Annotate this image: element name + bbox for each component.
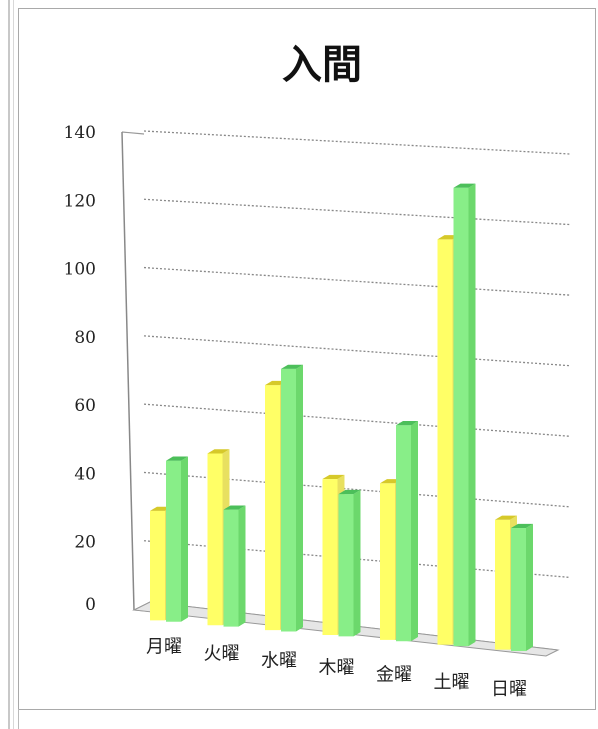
bar bbox=[207, 453, 223, 626]
bar bbox=[396, 425, 411, 642]
bar-side bbox=[238, 505, 246, 627]
y-tick-labels: 0 20 40 60 80 100 120 140 bbox=[64, 123, 96, 615]
bar-top bbox=[453, 183, 476, 188]
bar bbox=[150, 510, 165, 621]
y-tick-label: 100 bbox=[64, 260, 96, 280]
pane-border-inner bbox=[13, 0, 14, 729]
category-label: 木曜 bbox=[319, 658, 355, 679]
bar-side bbox=[181, 456, 188, 622]
axis-top-edge bbox=[121, 131, 145, 135]
category-label: 日曜 bbox=[491, 679, 527, 700]
y-tick-label: 20 bbox=[74, 533, 96, 553]
bar bbox=[453, 187, 469, 647]
bar-top bbox=[511, 523, 533, 529]
gridline bbox=[143, 266, 571, 296]
gridline bbox=[143, 471, 571, 508]
gridline bbox=[143, 335, 571, 367]
category-labels: 月曜 火曜 水曜 木曜 金曜 土曜 日曜 bbox=[146, 636, 527, 699]
y-tick-label: 80 bbox=[74, 328, 96, 348]
gridline bbox=[143, 198, 571, 226]
bar-top bbox=[322, 474, 345, 480]
chart-title: 入間 bbox=[282, 42, 362, 88]
y-tick-label: 40 bbox=[74, 464, 96, 484]
y-tick-label: 0 bbox=[85, 595, 96, 615]
bar-side bbox=[296, 364, 303, 632]
bar-top bbox=[207, 449, 230, 454]
pane-border-left bbox=[8, 0, 10, 729]
bars bbox=[150, 183, 533, 651]
bar-top bbox=[495, 515, 517, 520]
category-label: 火曜 bbox=[204, 643, 240, 664]
category-label: 金曜 bbox=[376, 665, 412, 686]
y-tick-label: 140 bbox=[64, 123, 96, 143]
category-label: 土曜 bbox=[434, 672, 470, 693]
bar bbox=[265, 385, 280, 631]
bar bbox=[338, 494, 354, 637]
pane-border-bottom bbox=[18, 709, 19, 729]
bar-top bbox=[166, 456, 188, 461]
y-tick-label: 120 bbox=[64, 191, 96, 211]
bar bbox=[495, 519, 510, 650]
gridline bbox=[143, 130, 571, 155]
bar-side bbox=[411, 421, 418, 642]
bar-side bbox=[353, 489, 361, 637]
bar-top bbox=[281, 364, 303, 369]
bar bbox=[223, 509, 239, 627]
bar bbox=[511, 528, 526, 651]
y-tick-label: 60 bbox=[74, 396, 96, 416]
category-label: 月曜 bbox=[146, 636, 182, 657]
bar-side bbox=[526, 523, 533, 651]
gridline bbox=[143, 403, 571, 437]
bar-top bbox=[223, 505, 246, 510]
bar bbox=[281, 368, 296, 632]
category-label: 水曜 bbox=[261, 651, 297, 672]
bar-top bbox=[338, 489, 361, 495]
bar bbox=[322, 479, 338, 636]
bar-side bbox=[468, 183, 476, 647]
bar-top bbox=[396, 421, 418, 426]
bar bbox=[380, 483, 395, 640]
bar bbox=[166, 460, 181, 622]
y-axis-line bbox=[121, 131, 135, 611]
bar bbox=[437, 239, 453, 645]
